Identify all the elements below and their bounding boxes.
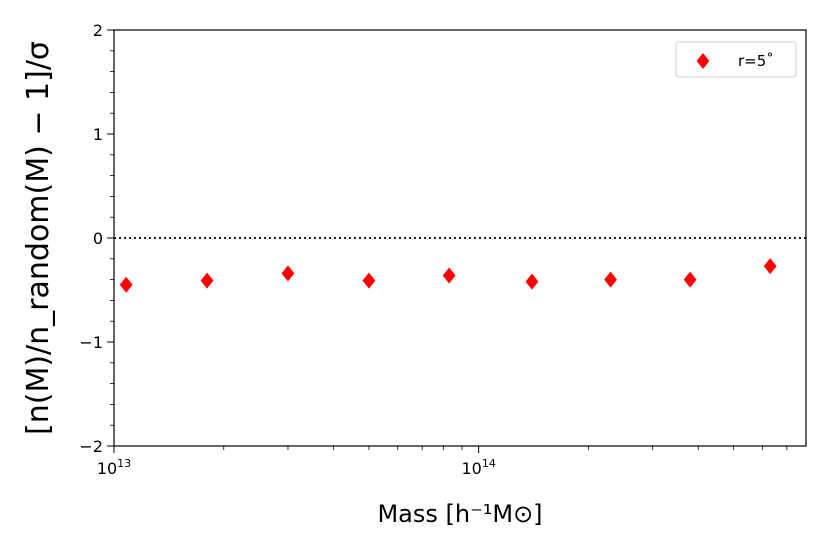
ticks-layer: −2 −1 0 1 2 1013 1014 [79, 21, 788, 478]
y-tick-label: −2 [79, 437, 103, 456]
y-axis-label: [n(M)/n_random(M) − 1]/σ [21, 41, 56, 435]
y-tick-label: 2 [93, 21, 103, 40]
data-point [200, 272, 214, 289]
data-point [604, 271, 617, 288]
points-layer [119, 258, 777, 293]
x-axis-label: Mass [h⁻¹M⊙] [377, 500, 542, 528]
legend: r=5˚ [675, 41, 797, 78]
data-point [281, 265, 295, 282]
y-tick-label: 1 [93, 125, 103, 144]
data-point [763, 258, 777, 275]
y-tick-label: 0 [93, 229, 103, 248]
x-tick-label: 1013 [97, 457, 131, 478]
data-point [683, 271, 697, 288]
data-point [362, 272, 376, 289]
x-tick-label: 1014 [461, 457, 495, 478]
data-point [119, 276, 133, 293]
legend-marker [696, 53, 710, 69]
y-tick-label: −1 [79, 333, 103, 352]
legend-label: r=5˚ [738, 52, 774, 70]
legend-box [675, 41, 797, 78]
plot-frame [113, 29, 807, 447]
data-point [525, 273, 539, 290]
data-point [442, 267, 456, 284]
